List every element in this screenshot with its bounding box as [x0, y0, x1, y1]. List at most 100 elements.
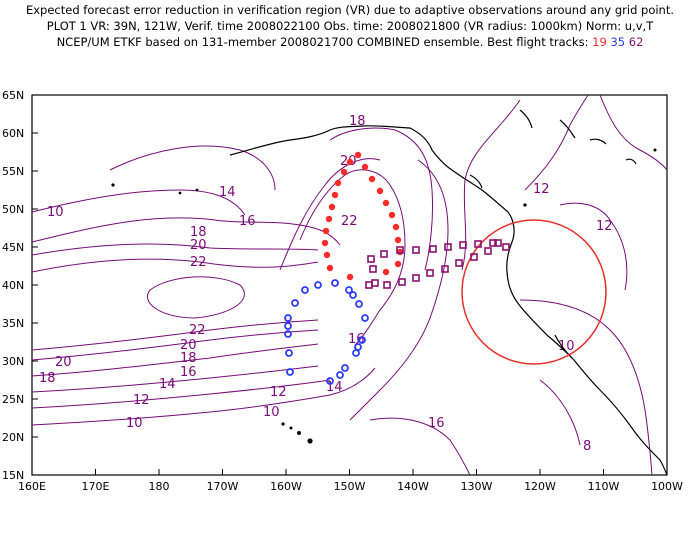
track-purple-point: [502, 243, 510, 251]
track-blue-point: [314, 281, 322, 289]
track-blue-point: [341, 364, 349, 372]
ensemble-text: NCEP/UM ETKF based on 131-member 2008021…: [56, 35, 593, 49]
flight-track-blue: [284, 279, 369, 385]
y-tick-label: 35N: [2, 317, 24, 330]
track-purple-point: [426, 269, 434, 277]
track-blue-point: [349, 291, 357, 299]
y-axis: [32, 94, 38, 476]
contour-label: 12: [533, 182, 550, 197]
track-red-point: [388, 211, 396, 219]
x-tick-label: 170E: [82, 480, 110, 493]
contour-label: 10: [263, 405, 280, 420]
contour-label: 16: [428, 416, 445, 431]
track-blue-point: [352, 349, 360, 357]
track-blue-label: 35: [610, 35, 626, 49]
x-axis: [31, 469, 668, 475]
contour-label: 22: [341, 214, 358, 229]
track-red-point: [321, 239, 329, 247]
x-tick-label: 160E: [18, 480, 46, 493]
track-purple-label: 62: [628, 35, 644, 49]
y-tick-label: 40N: [2, 279, 24, 292]
contour-label: 10: [126, 416, 143, 431]
ensemble-description: NCEP/UM ETKF based on 131-member 2008021…: [0, 35, 700, 49]
track-red-point: [346, 273, 354, 281]
contour-label-group: 18 20 22 14 16 18 20 22 10 22 20 18 16 1…: [39, 114, 613, 454]
y-tick-label: 55N: [2, 165, 24, 178]
track-blue-point: [345, 286, 353, 294]
contour-label: 10: [47, 205, 64, 220]
track-purple-point: [474, 240, 482, 248]
island: [195, 188, 199, 192]
contour-label: 20: [180, 338, 197, 353]
track-blue-point: [355, 300, 363, 308]
x-axis-labels: 160E 170E 180 170W 160W 150W 140W 130W 1…: [18, 480, 683, 493]
track-purple-point: [367, 255, 375, 263]
contour-label: 12: [596, 219, 613, 234]
track-red-point: [361, 163, 369, 171]
track-blue-point: [284, 330, 292, 338]
x-tick-label: 100W: [651, 480, 683, 493]
track-purple-point: [459, 241, 467, 249]
y-tick-label: 60N: [2, 127, 24, 140]
track-red-point: [354, 151, 362, 159]
contour-label: 12: [133, 393, 150, 408]
y-tick-label: 30N: [2, 355, 24, 368]
island: [307, 438, 313, 444]
track-purple-point: [412, 274, 420, 282]
track-purple-point: [365, 281, 373, 289]
track-purple-point: [383, 281, 391, 289]
island: [653, 148, 657, 152]
track-purple-point: [412, 246, 420, 254]
x-tick-label: 150W: [334, 480, 366, 493]
island: [178, 191, 182, 195]
y-tick-label: 25N: [2, 393, 24, 406]
track-blue-point: [286, 368, 294, 376]
track-red-point: [346, 158, 354, 166]
islands: [111, 148, 657, 444]
track-red-point: [382, 268, 390, 276]
track-blue-point: [358, 336, 366, 344]
island: [523, 203, 527, 207]
x-tick-label: 160W: [270, 480, 302, 493]
track-purple-point: [444, 243, 452, 251]
track-purple-point: [429, 245, 437, 253]
island: [281, 422, 285, 426]
track-red-label: 19: [592, 35, 607, 49]
y-tick-label: 45N: [2, 241, 24, 254]
x-tick-label: 130W: [461, 480, 493, 493]
track-red-point: [331, 191, 339, 199]
track-red-point: [322, 227, 330, 235]
track-red-point: [328, 203, 336, 211]
track-purple-point: [396, 246, 404, 254]
y-axis-labels: 65N 60N 55N 50N 45N 40N 35N 30N 25N 20N …: [2, 89, 24, 482]
contour-lines: [31, 94, 668, 476]
track-purple-point: [371, 279, 379, 287]
contour-label: 14: [159, 377, 176, 392]
track-purple-point: [441, 265, 449, 273]
flight-track-red: [321, 151, 404, 281]
track-purple-point: [455, 259, 463, 267]
track-red-point: [334, 179, 342, 187]
track-purple-point: [369, 265, 377, 273]
contour-label: 8: [583, 439, 591, 454]
island: [111, 183, 115, 187]
track-purple-point: [398, 278, 406, 286]
track-red-point: [326, 264, 334, 272]
track-blue-point: [354, 343, 362, 351]
contour-label: 18: [349, 114, 366, 129]
x-tick-label: 180: [149, 480, 170, 493]
track-blue-point: [284, 314, 292, 322]
track-blue-point: [301, 286, 309, 294]
track-red-point: [376, 187, 384, 195]
track-purple-point: [494, 239, 502, 247]
x-tick-label: 140W: [397, 480, 429, 493]
contour-label: 12: [270, 385, 287, 400]
x-tick-label: 110W: [588, 480, 620, 493]
track-blue-point: [326, 377, 334, 385]
contour-label: 16: [239, 214, 256, 229]
track-red-point: [394, 236, 402, 244]
track-red-point: [394, 260, 402, 268]
y-tick-label: 15N: [2, 469, 24, 482]
track-red-point: [382, 199, 390, 207]
